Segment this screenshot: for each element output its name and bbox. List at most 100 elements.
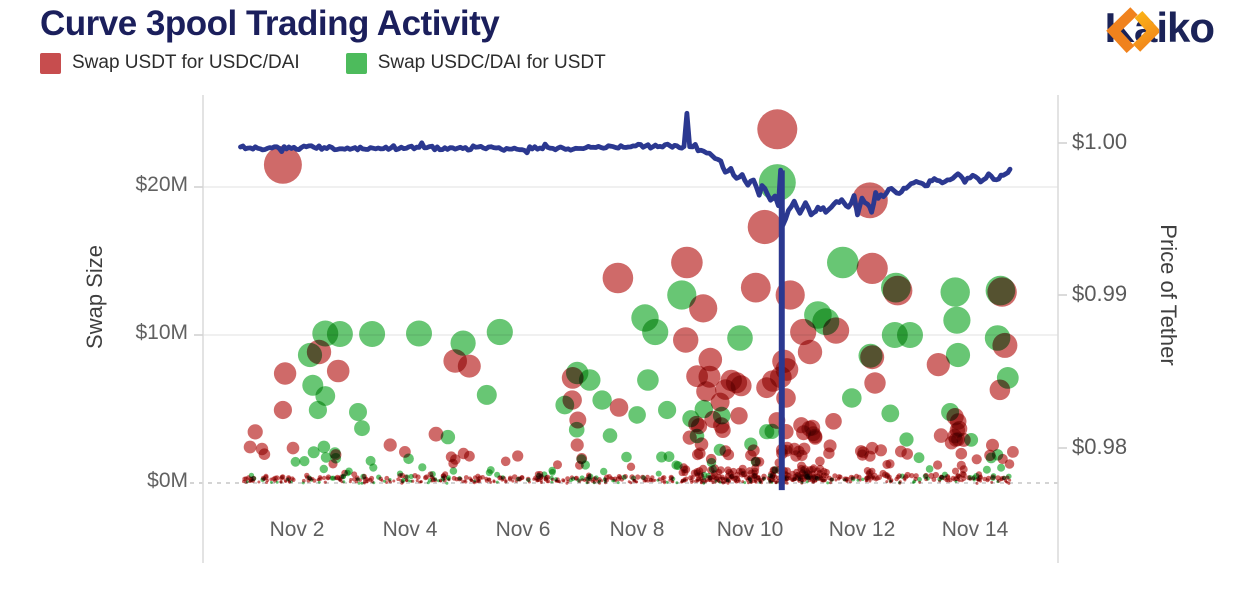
kaiko-logo-icon	[1105, 7, 1159, 54]
swap-bubble	[987, 277, 1017, 307]
swap-bubble	[669, 475, 674, 481]
swap-bubble	[457, 354, 481, 378]
swap-bubble	[912, 479, 917, 484]
swap-bubble	[469, 478, 474, 482]
swap-bubble	[461, 480, 465, 484]
swap-bubble	[725, 372, 748, 394]
swap-bubble	[388, 478, 392, 482]
swap-bubble	[579, 475, 585, 481]
swap-bubble	[532, 477, 536, 481]
swap-bubble	[730, 476, 736, 481]
swap-bubble	[826, 481, 830, 485]
swap-bubble	[440, 429, 456, 445]
swap-bubble	[952, 476, 958, 482]
swap-bubble	[985, 475, 992, 481]
swap-bubble	[409, 479, 413, 483]
swap-bubble	[592, 481, 596, 485]
swap-bubble	[592, 390, 612, 410]
swap-bubble	[842, 388, 862, 408]
swap-bubble	[418, 480, 422, 484]
swap-bubble	[635, 474, 641, 480]
swap-bubble	[609, 476, 614, 481]
swap-bubble	[495, 480, 499, 484]
swap-bubble	[738, 479, 741, 483]
swap-bubble	[864, 475, 869, 481]
swap-bubble	[823, 478, 827, 483]
swap-bubble	[673, 461, 683, 471]
swap-bubble	[758, 480, 762, 484]
swap-bubble	[975, 471, 983, 478]
swap-bubble	[806, 466, 814, 474]
swap-bubble	[275, 480, 279, 484]
swap-bubble	[941, 403, 960, 421]
swap-bubble	[445, 475, 451, 481]
bubble-featured-layer	[243, 109, 1019, 459]
swap-bubble	[630, 475, 636, 481]
legend-item-usdc-for-usdt: Swap USDC/DAI for USDT	[345, 52, 606, 74]
swap-bubble	[600, 467, 608, 476]
swap-bubble	[997, 463, 1006, 472]
y-right-tick-100: $1.00	[1072, 129, 1128, 154]
swap-bubble	[762, 476, 766, 481]
swap-bubble	[808, 430, 823, 445]
swap-bubble	[827, 246, 859, 279]
swap-bubble	[594, 475, 599, 481]
swap-bubble	[730, 407, 748, 425]
swap-bubble	[297, 342, 323, 368]
swap-bubble	[597, 480, 601, 484]
swap-bubble	[561, 478, 565, 482]
legend-swatch-red	[40, 52, 61, 74]
swap-bubble	[800, 480, 804, 484]
x-tick-nov14: Nov 14	[941, 518, 1009, 541]
swap-bubble	[695, 478, 700, 483]
swap-bubble	[637, 369, 659, 391]
swap-bubble	[555, 395, 575, 415]
swap-bubble	[744, 437, 758, 451]
swap-bubble	[629, 481, 633, 485]
swap-bubble	[790, 318, 817, 346]
swap-bubble	[797, 339, 823, 365]
swap-bubble	[279, 480, 283, 484]
swap-bubble	[860, 345, 885, 370]
swap-bubble	[486, 318, 513, 346]
swap-bubble	[609, 398, 629, 417]
swap-bubble	[738, 468, 746, 476]
swap-bubble	[825, 413, 842, 430]
swap-bubble	[740, 272, 771, 303]
swap-bubble	[541, 471, 548, 478]
swap-bubble	[243, 476, 249, 482]
swap-bubble	[976, 478, 980, 482]
swap-bubble	[653, 478, 657, 482]
swap-bubble	[433, 477, 438, 482]
swap-bubble	[702, 481, 706, 485]
swap-bubble	[473, 479, 477, 483]
swap-bubble	[271, 476, 276, 482]
swap-bubble	[713, 443, 726, 456]
swap-bubble	[695, 467, 704, 475]
swap-bubble	[357, 481, 361, 485]
swap-bubble	[504, 480, 508, 484]
bubble-noise-layer	[242, 347, 1015, 485]
swap-bubble	[243, 440, 257, 454]
swap-bubble	[621, 451, 632, 463]
swap-bubble	[290, 456, 301, 467]
swap-bubble	[1002, 475, 1007, 481]
brand-logo: Kaiko	[1105, 4, 1215, 54]
swap-bubble	[701, 471, 708, 478]
swap-bubble	[698, 347, 723, 372]
swap-bubble	[263, 473, 269, 479]
swap-bubble	[989, 379, 1011, 401]
swap-bubble	[971, 474, 977, 481]
swap-bubble	[320, 452, 332, 463]
swap-bubble	[616, 481, 620, 485]
swap-bubble	[569, 478, 573, 483]
swap-bubble	[549, 475, 554, 481]
swap-bubble	[301, 481, 305, 485]
swap-bubble	[756, 377, 777, 399]
swap-bubble	[861, 477, 865, 481]
swap-bubble	[445, 481, 449, 485]
y-left-tick-10m: $10M	[135, 321, 188, 344]
swap-bubble	[279, 476, 284, 481]
swap-bubble	[710, 392, 730, 412]
